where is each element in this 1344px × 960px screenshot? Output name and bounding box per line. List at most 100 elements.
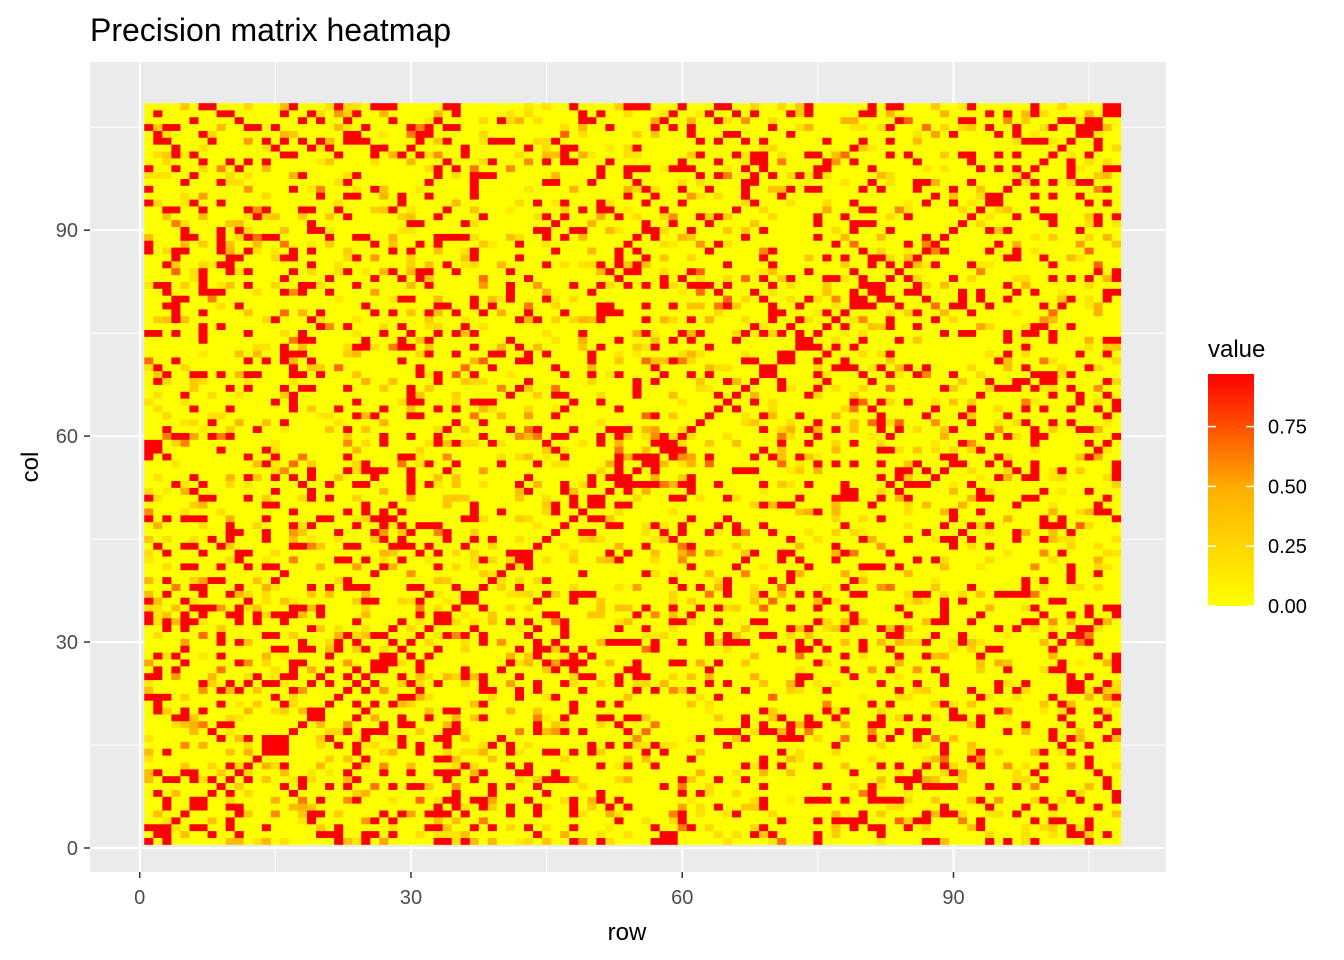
heatmap-cell — [198, 720, 208, 729]
heatmap-cell — [153, 679, 163, 687]
heatmap-cell — [451, 267, 462, 276]
heatmap-cell — [243, 391, 254, 399]
heatmap-cell — [352, 254, 362, 262]
heatmap-cell — [442, 769, 452, 777]
heatmap-cell — [478, 645, 489, 653]
heatmap-cell — [252, 734, 263, 742]
heatmap-cell — [279, 837, 290, 845]
heatmap-cell — [252, 775, 263, 784]
heatmap-cell — [198, 398, 208, 406]
heatmap-cell — [144, 357, 154, 365]
heatmap-cell — [361, 460, 371, 468]
heatmap-cell — [316, 638, 326, 646]
heatmap-cell — [460, 412, 471, 420]
heatmap-cell — [198, 185, 208, 193]
heatmap-cell — [243, 666, 254, 674]
heatmap-cell — [379, 707, 389, 715]
heatmap-cell — [352, 343, 362, 351]
heatmap-cell — [352, 624, 362, 633]
heatmap-cell — [424, 563, 434, 571]
heatmap-cell — [415, 274, 425, 282]
heatmap-cell — [279, 576, 290, 584]
heatmap-cell — [379, 254, 389, 262]
heatmap-cell — [153, 350, 163, 358]
heatmap-cell — [442, 267, 452, 276]
heatmap-cell — [153, 130, 163, 138]
heatmap-cell — [334, 233, 344, 241]
heatmap-cell — [316, 810, 326, 818]
heatmap-cell — [505, 137, 516, 145]
heatmap-cell — [279, 487, 290, 495]
heatmap-cell — [252, 473, 263, 482]
heatmap-cell — [307, 446, 317, 454]
heatmap-cell — [297, 508, 308, 516]
heatmap-cell — [189, 226, 199, 234]
heatmap-cell — [343, 110, 353, 118]
heatmap-cell — [180, 364, 190, 372]
heatmap-cell — [288, 741, 299, 749]
heatmap-cell — [370, 535, 380, 543]
heatmap-cell — [153, 247, 163, 255]
heatmap-cell — [144, 206, 154, 214]
heatmap-cell — [533, 219, 543, 228]
heatmap-cell — [352, 501, 362, 509]
heatmap-cell — [171, 240, 181, 248]
heatmap-cell — [334, 322, 344, 331]
heatmap-cell — [514, 350, 525, 358]
heatmap-cell — [225, 631, 235, 639]
heatmap-cell — [542, 535, 552, 543]
heatmap-cell — [433, 549, 443, 557]
heatmap-cell — [325, 412, 335, 420]
heatmap-cell — [388, 775, 398, 784]
heatmap-cell — [144, 659, 154, 667]
heatmap-cell — [279, 666, 290, 674]
heatmap-cell — [352, 631, 362, 639]
heatmap-cell — [551, 672, 561, 681]
heatmap-cell — [514, 185, 525, 193]
heatmap-cell — [180, 384, 190, 392]
heatmap-cell — [397, 762, 407, 770]
heatmap-cell — [189, 817, 199, 825]
heatmap-cell — [542, 322, 552, 331]
heatmap-cell — [171, 576, 181, 584]
heatmap-cell — [361, 755, 371, 763]
heatmap-cell — [198, 741, 208, 749]
heatmap-cell — [424, 569, 434, 578]
heatmap-cell — [551, 727, 561, 736]
heatmap-cell — [487, 734, 498, 742]
heatmap-cell — [542, 418, 552, 427]
heatmap-cell — [234, 535, 245, 543]
heatmap-cell — [478, 535, 489, 543]
heatmap-cell — [171, 645, 181, 653]
heatmap-cell — [316, 350, 326, 358]
heatmap-cell — [261, 796, 272, 804]
heatmap-cell — [288, 755, 299, 763]
heatmap-cell — [252, 467, 263, 475]
heatmap-cell — [288, 748, 299, 756]
heatmap-cell — [171, 817, 181, 825]
heatmap-cell — [216, 405, 226, 413]
heatmap-cell — [325, 762, 335, 770]
heatmap-cell — [451, 487, 462, 495]
heatmap-cell — [316, 384, 326, 392]
heatmap-cell — [297, 837, 308, 845]
heatmap-cell — [551, 329, 561, 337]
heatmap-cell — [316, 755, 326, 763]
heatmap-cell — [225, 123, 235, 131]
heatmap-cell — [379, 686, 389, 694]
heatmap-cell — [551, 219, 561, 228]
heatmap-cell — [451, 707, 462, 715]
heatmap-cell — [487, 103, 498, 111]
heatmap-cell — [397, 274, 407, 282]
heatmap-cell — [514, 830, 525, 838]
heatmap-cell — [451, 755, 462, 763]
heatmap-cell — [234, 638, 245, 646]
heatmap-cell — [406, 569, 416, 578]
heatmap-cell — [261, 762, 272, 770]
heatmap-cell — [460, 418, 471, 427]
heatmap-cell — [243, 213, 254, 221]
heatmap-cell — [325, 233, 335, 241]
heatmap-cell — [252, 494, 263, 502]
heatmap-cell — [560, 796, 570, 804]
heatmap-cell — [307, 460, 317, 468]
